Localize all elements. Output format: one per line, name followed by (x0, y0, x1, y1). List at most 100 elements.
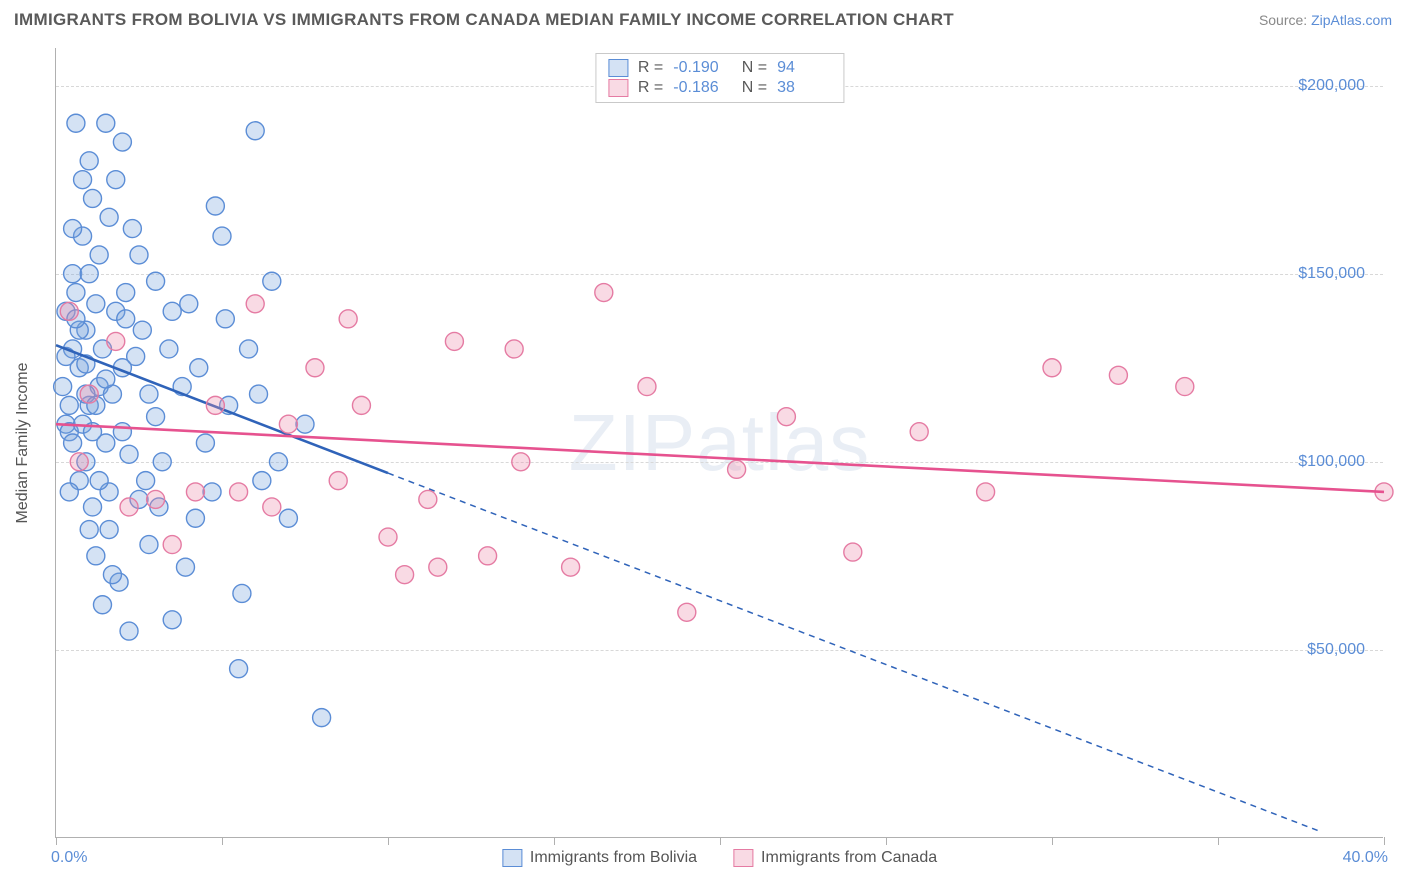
data-point (87, 295, 105, 313)
data-point (80, 152, 98, 170)
legend-swatch (733, 849, 753, 867)
data-point (64, 434, 82, 452)
data-point (163, 611, 181, 629)
y-axis-title: Median Family Income (14, 362, 32, 523)
data-point (117, 284, 135, 302)
data-point (396, 566, 414, 584)
data-point (595, 284, 613, 302)
data-point (230, 483, 248, 501)
data-point (479, 547, 497, 565)
data-point (137, 472, 155, 490)
data-point (313, 709, 331, 727)
x-tick (1052, 837, 1053, 845)
data-point (64, 265, 82, 283)
stat-n-label: N = (737, 59, 767, 77)
stat-n-label: N = (737, 79, 767, 97)
data-point (233, 584, 251, 602)
data-point (562, 558, 580, 576)
data-point (153, 453, 171, 471)
x-tick (1384, 837, 1385, 845)
data-point (1176, 378, 1194, 396)
data-point (638, 378, 656, 396)
data-point (120, 622, 138, 640)
data-point (130, 246, 148, 264)
data-point (147, 272, 165, 290)
data-point (147, 490, 165, 508)
data-point (190, 359, 208, 377)
data-point (147, 408, 165, 426)
chart-header: IMMIGRANTS FROM BOLIVIA VS IMMIGRANTS FR… (14, 10, 1392, 30)
stat-r-value: -0.186 (673, 79, 727, 97)
data-point (844, 543, 862, 561)
data-point (70, 453, 88, 471)
data-point (445, 332, 463, 350)
data-point (263, 498, 281, 516)
legend-swatch (608, 79, 628, 97)
data-point (103, 566, 121, 584)
data-point (176, 558, 194, 576)
data-point (163, 302, 181, 320)
data-point (80, 385, 98, 403)
legend-swatch (608, 59, 628, 77)
source-link[interactable]: ZipAtlas.com (1311, 12, 1392, 28)
series-legend: Immigrants from Bolivia Immigrants from C… (502, 849, 937, 867)
data-point (419, 490, 437, 508)
data-point (67, 284, 85, 302)
legend-label: Immigrants from Bolivia (530, 849, 697, 867)
x-tick (886, 837, 887, 845)
stat-r-label: R = (638, 79, 663, 97)
data-point (117, 310, 135, 328)
data-point (107, 171, 125, 189)
trend-line-extrapolated (388, 473, 1318, 830)
data-point (678, 603, 696, 621)
data-point (90, 246, 108, 264)
data-point (777, 408, 795, 426)
data-point (728, 460, 746, 478)
legend-item: Immigrants from Canada (733, 849, 937, 867)
data-point (80, 265, 98, 283)
data-point (163, 536, 181, 554)
data-point (216, 310, 234, 328)
data-point (230, 660, 248, 678)
data-point (84, 189, 102, 207)
data-point (100, 208, 118, 226)
stat-n-value: 94 (777, 59, 831, 77)
data-point (186, 509, 204, 527)
data-point (186, 483, 204, 501)
data-point (140, 536, 158, 554)
data-point (140, 385, 158, 403)
legend-label: Immigrants from Canada (761, 849, 937, 867)
data-point (60, 302, 78, 320)
data-point (279, 415, 297, 433)
data-point (196, 434, 214, 452)
data-point (246, 295, 264, 313)
data-point (97, 370, 115, 388)
data-point (296, 415, 314, 433)
data-point (1109, 366, 1127, 384)
chart-title: IMMIGRANTS FROM BOLIVIA VS IMMIGRANTS FR… (14, 10, 954, 30)
data-point (90, 472, 108, 490)
data-point (87, 547, 105, 565)
data-point (213, 227, 231, 245)
data-point (352, 396, 370, 414)
x-tick (554, 837, 555, 845)
stat-r-label: R = (638, 59, 663, 77)
stats-row: R = -0.186 N = 38 (608, 78, 831, 98)
x-axis-min-label: 0.0% (51, 849, 87, 867)
data-point (279, 509, 297, 527)
data-point (80, 521, 98, 539)
data-point (133, 321, 151, 339)
chart-source: Source: ZipAtlas.com (1259, 12, 1392, 28)
legend-swatch (502, 849, 522, 867)
data-point (203, 483, 221, 501)
stats-row: R = -0.190 N = 94 (608, 58, 831, 78)
data-point (306, 359, 324, 377)
data-point (329, 472, 347, 490)
x-tick (720, 837, 721, 845)
data-point (180, 295, 198, 313)
x-axis-max-label: 40.0% (1343, 849, 1388, 867)
data-point (74, 171, 92, 189)
x-tick (388, 837, 389, 845)
data-point (120, 498, 138, 516)
data-point (84, 498, 102, 516)
